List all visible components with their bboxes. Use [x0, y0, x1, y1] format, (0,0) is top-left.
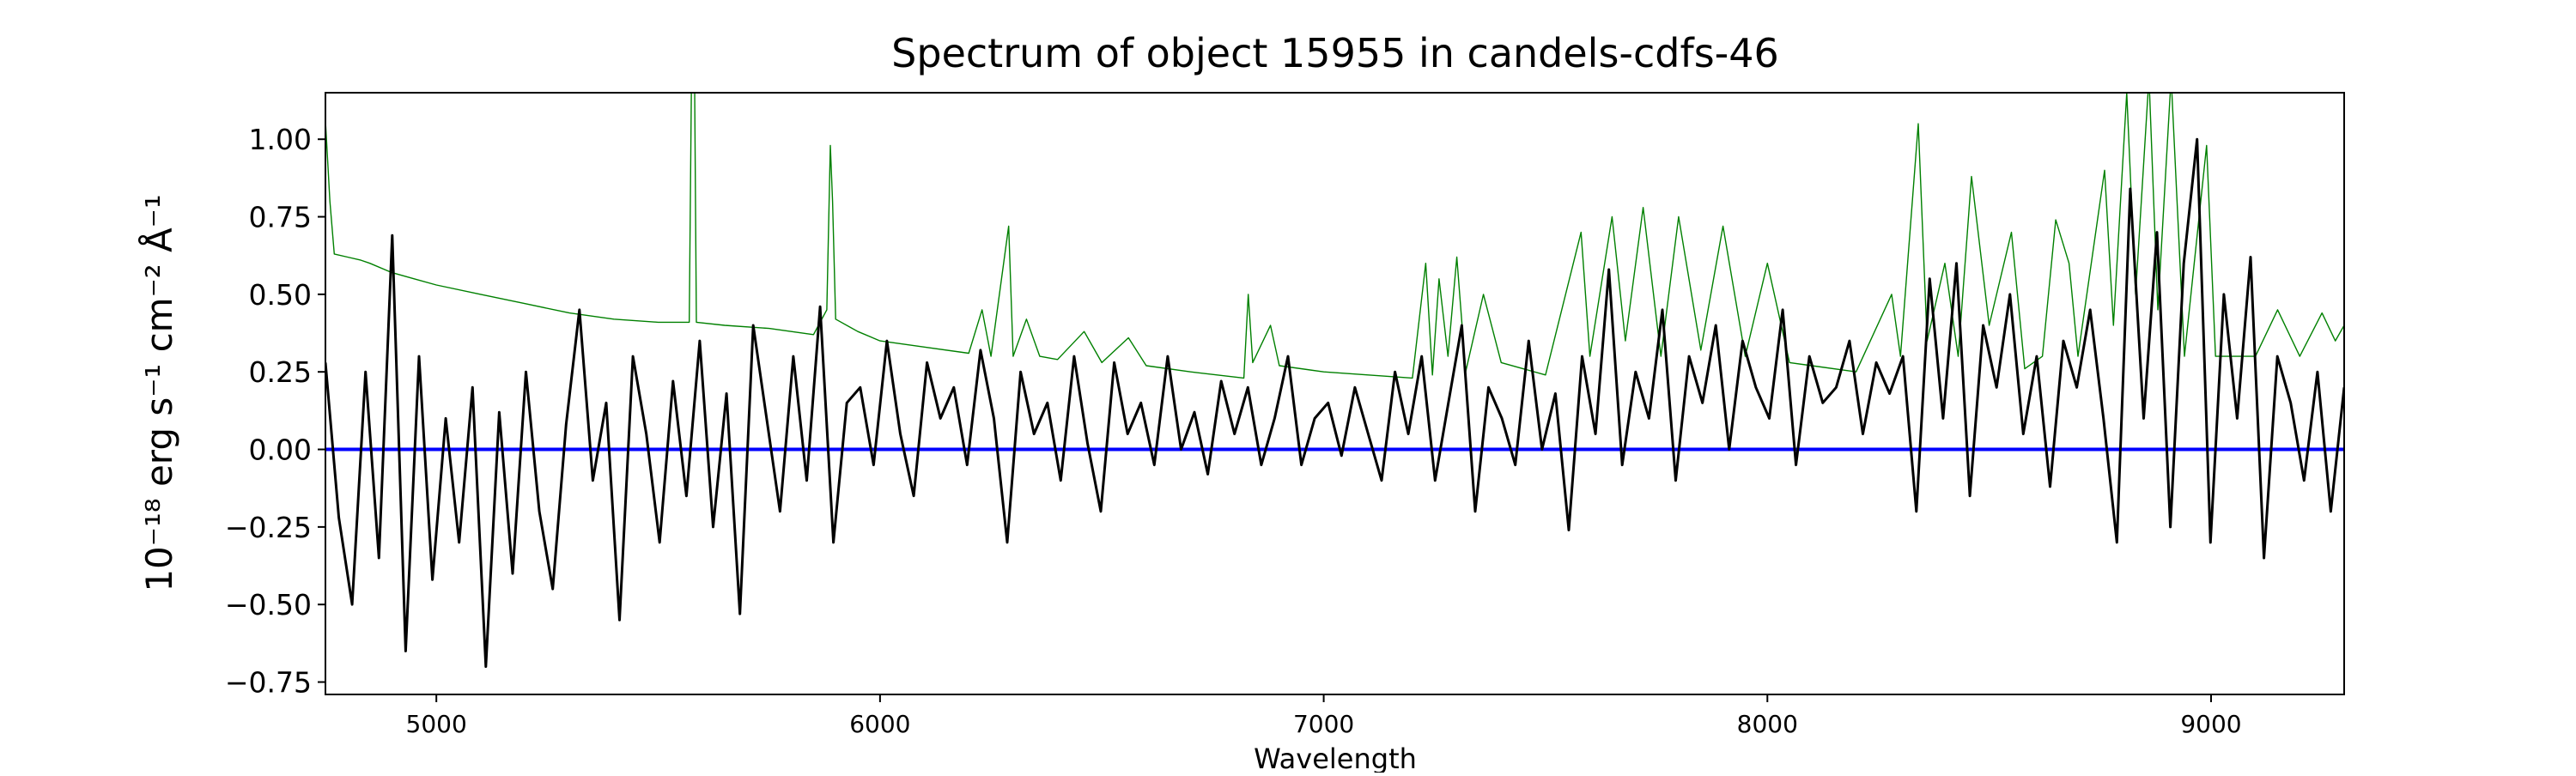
x-tick-label: 8000	[1737, 710, 1798, 738]
y-tick-label: −0.50	[225, 588, 312, 621]
y-tick-label: 0.00	[249, 433, 312, 467]
y-tick-label: 0.50	[249, 278, 312, 312]
series-flux-line	[325, 137, 2344, 668]
y-tick-label: −0.75	[225, 666, 312, 700]
x-tick-label: 5000	[406, 710, 467, 738]
y-tick-label: 0.75	[249, 201, 312, 234]
y-tick-label: 1.00	[249, 123, 312, 156]
chart-title: Spectrum of object 15955 in candels-cdfs…	[891, 30, 1779, 76]
y-tick-label: −0.25	[225, 511, 312, 544]
x-tick-label: 6000	[849, 710, 910, 738]
y-axis-label: 10⁻¹⁸ erg s⁻¹ cm⁻² Å⁻¹	[137, 194, 180, 591]
plot-frame	[325, 92, 2345, 695]
y-tick-label: 0.25	[249, 355, 312, 389]
x-axis: 5000 6000 7000 8000 9000	[406, 694, 2242, 738]
x-axis-label: Wavelength	[1254, 743, 1417, 773]
series-layer	[325, 93, 2344, 668]
y-axis: −0.75 −0.50 −0.25 0.00 0.25 0.50 0.75 1.00	[225, 123, 325, 700]
x-tick-label: 7000	[1293, 710, 1354, 738]
x-tick-label: 9000	[2180, 710, 2241, 738]
series-error-line	[325, 93, 2344, 379]
